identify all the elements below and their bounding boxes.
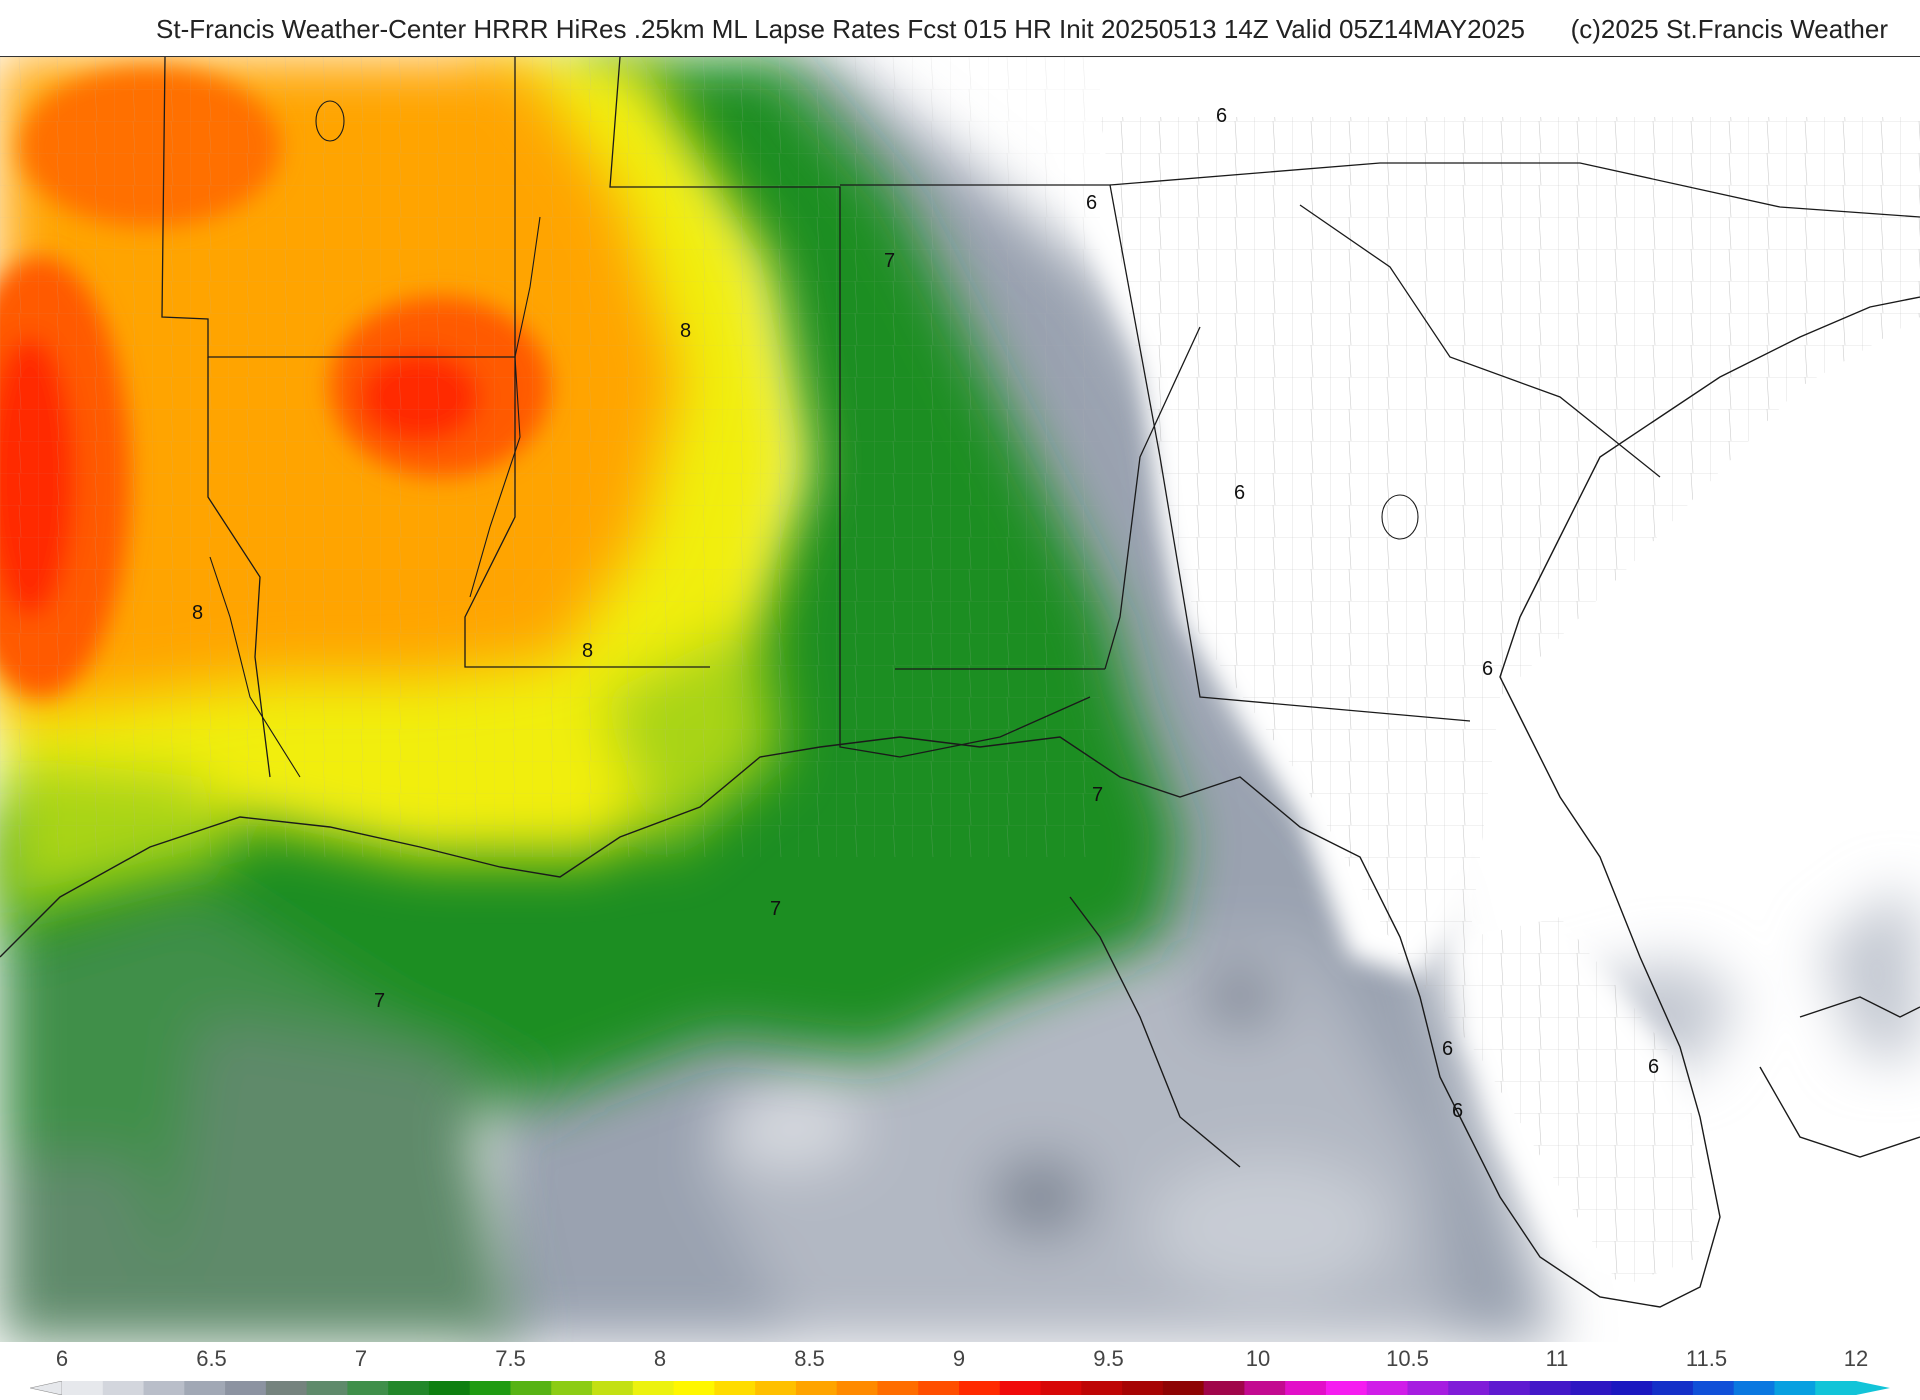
colorbar-tick-label: 7.5 <box>495 1346 526 1371</box>
colorbar-swatch <box>714 1381 756 1395</box>
colorbar-swatch <box>510 1381 552 1395</box>
colorbar-swatch <box>1733 1381 1775 1395</box>
colorbar-tick-label: 9 <box>952 1346 966 1371</box>
colorbar-swatch <box>265 1381 308 1395</box>
colorbar-tick-label: 6 <box>55 1346 69 1371</box>
coastlines <box>0 296 1920 1308</box>
colorbar-tick-label: 11.5 <box>1685 1346 1728 1371</box>
colorbar-swatch <box>1081 1381 1123 1395</box>
contour-label-6-fl-c: 6 <box>1648 1056 1659 1078</box>
colorbar-swatch <box>469 1381 511 1395</box>
colorbar-swatch <box>1366 1381 1408 1395</box>
colorbar-tick-label: 10.5 <box>1386 1346 1429 1371</box>
colorbar-swatch <box>1815 1381 1857 1395</box>
colorbar-swatch <box>1529 1381 1572 1395</box>
colorbar-swatch <box>959 1381 1001 1395</box>
colorbar-swatch <box>755 1381 797 1395</box>
colorbar-swatch <box>1570 1381 1612 1395</box>
colorbar-tick-label: 7 <box>354 1346 368 1371</box>
lake-okeechobee-shape <box>1381 494 1419 540</box>
colorbar-swatch <box>1203 1381 1245 1395</box>
colorbar-right-arrow <box>1856 1381 1890 1395</box>
colorbar-swatch <box>795 1381 838 1395</box>
colorbar-swatch <box>1122 1381 1164 1395</box>
county-lines <box>1100 117 1920 1287</box>
colorbar-swatch <box>999 1381 1042 1395</box>
colorbar-swatch <box>62 1381 104 1395</box>
colorbar-swatch <box>1244 1381 1286 1395</box>
contour-label-6-ga-se: 6 <box>1482 658 1493 680</box>
colorbar-left-arrow <box>30 1381 63 1395</box>
colorbar-swatch <box>918 1381 960 1395</box>
colorbar-swatch <box>1692 1381 1735 1395</box>
contour-label-6-ga-nw: 6 <box>1086 192 1097 214</box>
contour-label-7-gulf-c: 7 <box>770 898 781 920</box>
contour-label-6-ms: 6 <box>1216 105 1227 127</box>
map-title: St-Francis Weather-Center HRRR HiRes .25… <box>156 14 1525 44</box>
contour-label-6-fl-w: 6 <box>1442 1038 1453 1060</box>
contour-label-7-gulf-ne: 7 <box>1092 784 1103 806</box>
state-boundaries <box>161 57 1920 778</box>
colorbar-swatch <box>1407 1381 1449 1395</box>
colorbar-tick-label: 6.5 <box>196 1346 227 1371</box>
colorbar-swatch <box>632 1381 675 1395</box>
colorbar-swatch <box>306 1381 348 1395</box>
colorbar-tick-label: 12 <box>1843 1346 1869 1371</box>
lapse-rate-map: 6 6 6 6 6 6 6 7 7 7 7 8 8 8 <box>0 56 1920 1344</box>
contour-label-7-al: 7 <box>884 250 895 272</box>
colorbar-swatch <box>184 1381 226 1395</box>
copyright-text: (c)2025 St.Francis Weather <box>1570 14 1888 44</box>
colorbar-swatch <box>143 1381 185 1395</box>
contour-label-8-la: 8 <box>582 640 593 662</box>
colorbar-swatch <box>551 1381 593 1395</box>
colorbar-swatch <box>1325 1381 1368 1395</box>
contour-label-7-gulf-w: 7 <box>374 990 385 1012</box>
colorbar-tick-label: 8 <box>653 1346 667 1371</box>
colorbar-swatch <box>1162 1381 1205 1395</box>
colorbar-swatch <box>1652 1381 1694 1395</box>
contour-label-8-tx: 8 <box>192 602 203 624</box>
colorbar-tick-label: 9.5 <box>1093 1346 1124 1371</box>
contour-labels: 6 6 6 6 6 6 6 7 7 7 7 8 8 8 <box>192 105 1659 1122</box>
colorbar-tick-label: 11 <box>1545 1346 1569 1371</box>
colorbar-swatch <box>225 1381 267 1395</box>
contour-label-6-fl-sw: 6 <box>1452 1100 1463 1122</box>
colorbar-tick-label: 10 <box>1245 1346 1271 1371</box>
colorbar-swatch <box>673 1381 715 1395</box>
colorbar-swatch <box>836 1381 878 1395</box>
colorbar-swatch <box>1489 1381 1531 1395</box>
colorbar-tick-label: 8.5 <box>794 1346 825 1371</box>
colorbar-swatch <box>102 1381 145 1395</box>
colorbar-swatch <box>1285 1381 1327 1395</box>
contour-label-6-ga-c: 6 <box>1234 482 1245 504</box>
contour-label-8-ar: 8 <box>680 320 691 342</box>
map-canvas: 6 6 6 6 6 6 6 7 7 7 7 8 8 8 <box>0 57 1920 1343</box>
county-lines-west <box>0 57 1100 857</box>
colorbar-swatch <box>1611 1381 1653 1395</box>
rivers <box>209 100 1419 778</box>
colorbar-swatch <box>347 1381 389 1395</box>
colorbar-swatch <box>1040 1381 1082 1395</box>
colorbar-swatch <box>388 1381 430 1395</box>
title-bar: St-Francis Weather-Center HRRR HiRes .25… <box>0 0 1920 56</box>
colorbar-swatch <box>592 1381 634 1395</box>
colorbar <box>30 1381 1890 1395</box>
colorbar-swatch <box>877 1381 919 1395</box>
colorbar-swatch <box>1774 1381 1816 1395</box>
colorbar-swatch <box>1448 1381 1490 1395</box>
colorbar-swatch <box>428 1381 471 1395</box>
